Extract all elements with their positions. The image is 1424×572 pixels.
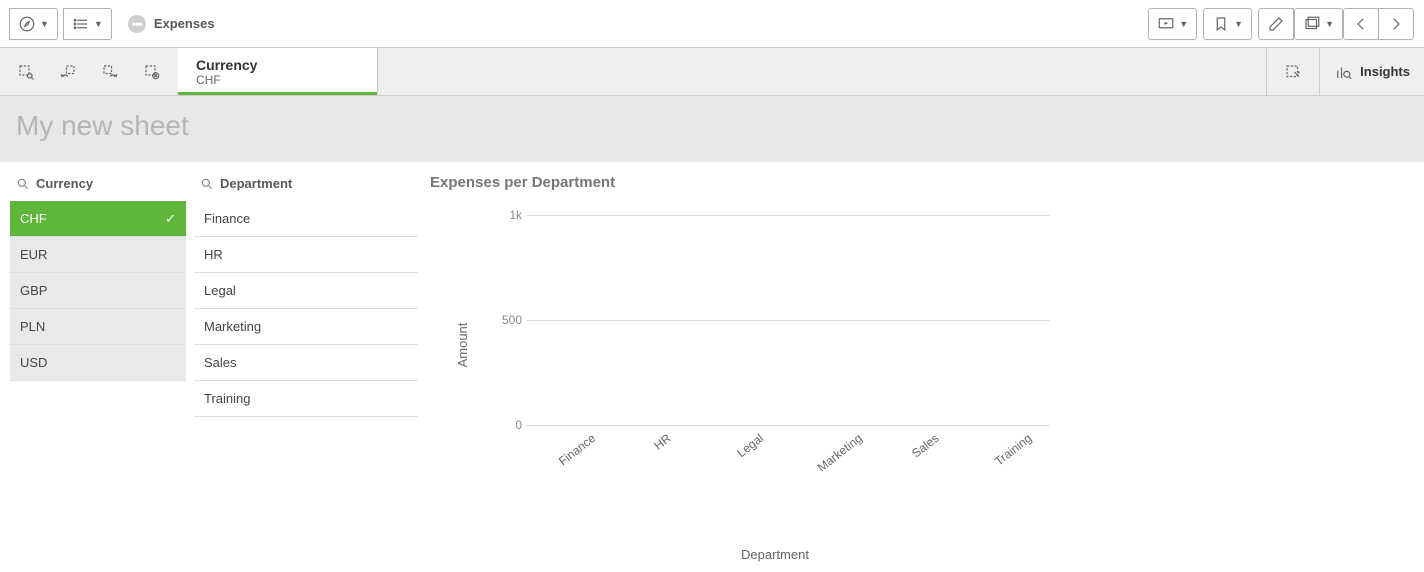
filter-head-department[interactable]: Department bbox=[194, 170, 418, 201]
filter-department-list: FinanceHRLegalMarketingSalesTraining bbox=[194, 201, 418, 417]
chart-x-label: Department bbox=[140, 547, 1410, 562]
chevron-right-icon bbox=[1387, 15, 1405, 33]
assets-menu-group: ▼ bbox=[64, 8, 112, 40]
selection-tools bbox=[0, 48, 178, 95]
chart-y-tick: 500 bbox=[490, 313, 522, 327]
insights-label: Insights bbox=[1360, 64, 1410, 79]
chart-y-tick: 1k bbox=[490, 208, 522, 222]
bookmark-icon bbox=[1212, 15, 1230, 33]
filter-item-currency[interactable]: GBP bbox=[10, 273, 186, 309]
step-back-icon[interactable] bbox=[56, 60, 80, 84]
search-icon bbox=[200, 177, 214, 191]
play-button[interactable]: ▼ bbox=[1148, 8, 1197, 40]
edit-button[interactable] bbox=[1258, 8, 1294, 40]
filter-item-department[interactable]: Legal bbox=[194, 273, 418, 309]
app-title-text: Expenses bbox=[154, 16, 215, 31]
presentation-icon bbox=[1157, 15, 1175, 33]
sheets-button[interactable]: ▼ bbox=[1294, 8, 1343, 40]
selection-tab-currency[interactable]: Currency CHF bbox=[178, 48, 378, 95]
edit-sheets-group: ▼ bbox=[1258, 8, 1414, 40]
filter-head-currency[interactable]: Currency bbox=[10, 170, 186, 201]
selection-value-label: CHF bbox=[196, 73, 359, 87]
chart-x-tick: Sales bbox=[909, 431, 941, 461]
chart-area: Amount FinanceHRLegalMarketingSalesTrain… bbox=[486, 195, 1410, 495]
selections-tool-icon[interactable] bbox=[1281, 60, 1305, 84]
chart-gridline bbox=[526, 425, 1050, 426]
filter-item-currency[interactable]: EUR bbox=[10, 237, 186, 273]
filter-department-label: Department bbox=[220, 176, 292, 191]
pencil-icon bbox=[1267, 15, 1285, 33]
list-icon bbox=[72, 15, 90, 33]
chart-x-tick: Legal bbox=[735, 431, 767, 460]
selections-bar: Currency CHF Insights bbox=[0, 48, 1424, 96]
search-icon bbox=[16, 177, 30, 191]
filter-item-currency[interactable]: CHF bbox=[10, 201, 186, 237]
filter-currency-label: Currency bbox=[36, 176, 93, 191]
filter-currency-list: CHFEURGBPPLNUSD bbox=[10, 201, 186, 381]
filter-item-currency[interactable]: USD bbox=[10, 345, 186, 381]
chart-gridline bbox=[526, 320, 1050, 321]
filter-pane-currency: Currency CHFEURGBPPLNUSD bbox=[10, 170, 186, 562]
chart-y-tick: 0 bbox=[490, 418, 522, 432]
filter-item-department[interactable]: Training bbox=[194, 381, 418, 417]
subbar-right bbox=[1266, 48, 1319, 95]
compass-icon bbox=[18, 15, 36, 33]
app-title: ••• Expenses bbox=[128, 15, 215, 33]
chart-x-tick: Training bbox=[992, 431, 1034, 468]
chart-x-tick: Finance bbox=[556, 431, 598, 468]
chevron-down-icon: ▼ bbox=[40, 19, 49, 29]
sheet-content: Currency CHFEURGBPPLNUSD Department Fina… bbox=[0, 162, 1424, 570]
insights-icon bbox=[1334, 63, 1352, 81]
chevron-left-icon bbox=[1352, 15, 1370, 33]
nav-menu-group: ▼ bbox=[10, 8, 58, 40]
next-sheet-button[interactable] bbox=[1378, 8, 1414, 40]
clear-selections-icon bbox=[140, 60, 164, 84]
filter-item-department[interactable]: Finance bbox=[194, 201, 418, 237]
sheet-title: My new sheet bbox=[16, 110, 1408, 142]
chart-title: Expenses per Department bbox=[430, 174, 1410, 191]
sheets-icon bbox=[1303, 15, 1321, 33]
navigate-button[interactable]: ▼ bbox=[9, 8, 58, 40]
sheet-title-bar: My new sheet bbox=[0, 96, 1424, 162]
chart-pane: Expenses per Department Amount FinanceHR… bbox=[426, 170, 1414, 562]
bookmarks-button[interactable]: ▼ bbox=[1203, 8, 1252, 40]
filter-item-department[interactable]: Marketing bbox=[194, 309, 418, 345]
chevron-down-icon: ▼ bbox=[1325, 19, 1334, 29]
smart-search-icon[interactable] bbox=[14, 60, 38, 84]
chart-x-tick: Marketing bbox=[814, 431, 864, 474]
chart-y-label: Amount bbox=[455, 323, 470, 368]
chart-x-tick: HR bbox=[651, 431, 673, 453]
filter-item-department[interactable]: Sales bbox=[194, 345, 418, 381]
selection-field-label: Currency bbox=[196, 57, 359, 73]
filter-item-currency[interactable]: PLN bbox=[10, 309, 186, 345]
top-toolbar: ▼ ▼ ••• Expenses ▼ ▼ ▼ bbox=[0, 0, 1424, 48]
chevron-down-icon: ▼ bbox=[1179, 19, 1188, 29]
prev-sheet-button[interactable] bbox=[1343, 8, 1379, 40]
step-forward-icon bbox=[98, 60, 122, 84]
chart-gridline bbox=[526, 215, 1050, 216]
chevron-down-icon: ▼ bbox=[1234, 19, 1243, 29]
chart-plot: FinanceHRLegalMarketingSalesTraining 050… bbox=[526, 215, 1050, 425]
filter-item-department[interactable]: HR bbox=[194, 237, 418, 273]
filter-pane-department: Department FinanceHRLegalMarketingSalesT… bbox=[194, 170, 418, 562]
assets-button[interactable]: ▼ bbox=[63, 8, 112, 40]
chevron-down-icon: ▼ bbox=[94, 19, 103, 29]
app-icon: ••• bbox=[128, 15, 146, 33]
insights-panel-toggle[interactable]: Insights bbox=[1319, 48, 1424, 95]
